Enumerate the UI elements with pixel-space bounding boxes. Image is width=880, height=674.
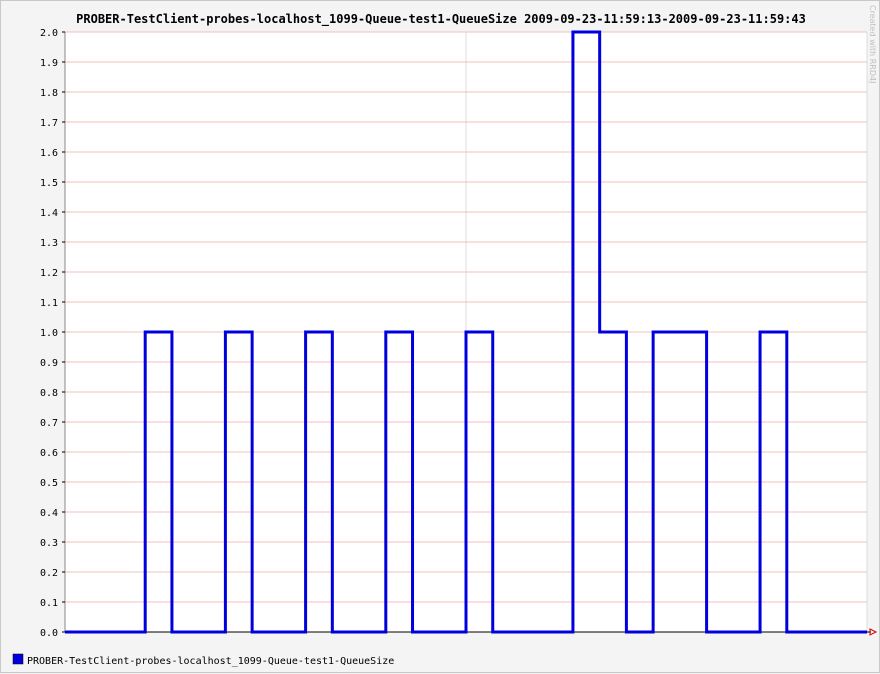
y-tick-label: 0.6 <box>40 448 58 459</box>
y-tick-label: 1.4 <box>40 208 58 219</box>
y-tick-label: 1.1 <box>40 298 58 309</box>
y-tick-label: 1.7 <box>40 118 58 129</box>
y-tick-label: 0.7 <box>40 418 58 429</box>
y-tick-label: 1.8 <box>40 88 58 99</box>
y-tick-labels: 0.0 0.1 0.2 0.3 0.4 0.5 0.6 0.7 0.8 0.9 1.0 1.1 1.2 1… <box>40 28 65 639</box>
x-axis-arrow <box>869 628 878 636</box>
y-tick-label: 1.0 <box>40 328 58 339</box>
series-line <box>65 30 867 634</box>
legend-swatch <box>12 653 24 665</box>
y-tick-label: 1.3 <box>40 238 58 249</box>
y-tick-label: 1.9 <box>40 58 58 69</box>
y-tick-label: 0.1 <box>40 598 58 609</box>
y-tick-label: 0.8 <box>40 388 58 399</box>
watermark: Created with RRD4J <box>868 5 877 83</box>
y-tick-label: 0.0 <box>40 628 58 639</box>
y-tick-label: 1.5 <box>40 178 58 189</box>
y-tick-label: 1.6 <box>40 148 58 159</box>
y-tick-label: 0.4 <box>40 508 58 519</box>
y-tick-label: 2.0 <box>40 28 58 39</box>
chart-title: PROBER-TestClient-probes-localhost_1099-… <box>76 12 806 27</box>
y-tick-label: 1.2 <box>40 268 58 279</box>
y-tick-label: 0.2 <box>40 568 58 579</box>
y-tick-label: 0.5 <box>40 478 58 489</box>
y-tick-label: 0.3 <box>40 538 58 549</box>
y-tick-label: 0.9 <box>40 358 58 369</box>
series-layer <box>65 30 867 634</box>
legend-label: PROBER-TestClient-probes-localhost_1099-… <box>27 656 394 667</box>
